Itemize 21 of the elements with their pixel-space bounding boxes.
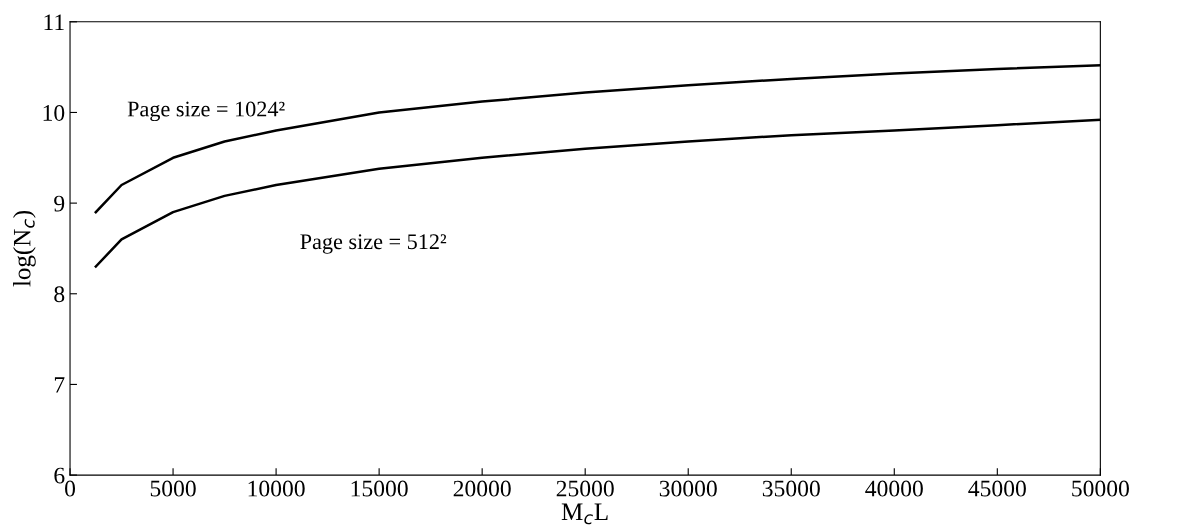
x-tick-label: 35000: [762, 480, 820, 497]
x-tick-label: 5000: [150, 480, 196, 497]
x-tick-label: 45000: [968, 480, 1026, 497]
x-tick-label: 40000: [865, 480, 923, 497]
y-tick-label: 6: [54, 467, 65, 484]
x-tick-label: 15000: [351, 480, 408, 497]
y-tick-label: 9: [54, 195, 65, 212]
x-tick-label: 25000: [556, 480, 614, 497]
annotation: Page size = 1024²: [127, 101, 285, 122]
y-axis-title: log(N$_{c}$): [13, 210, 36, 287]
annotation: Page size = 512²: [300, 234, 447, 254]
y-tick-label: 11: [44, 14, 64, 30]
x-tick-label: 20000: [453, 480, 511, 497]
x-tick-label: 50000: [1072, 480, 1129, 497]
y-tick-label: 8: [54, 286, 65, 303]
y-tick-label: 7: [54, 377, 65, 393]
x-tick-label: 0: [65, 480, 76, 497]
x-tick-label: 10000: [248, 480, 305, 497]
y-tick-label: 10: [43, 104, 65, 121]
x-tick-label: 30000: [659, 480, 717, 497]
x-axis-title: M$_{c}$L: [561, 503, 608, 525]
